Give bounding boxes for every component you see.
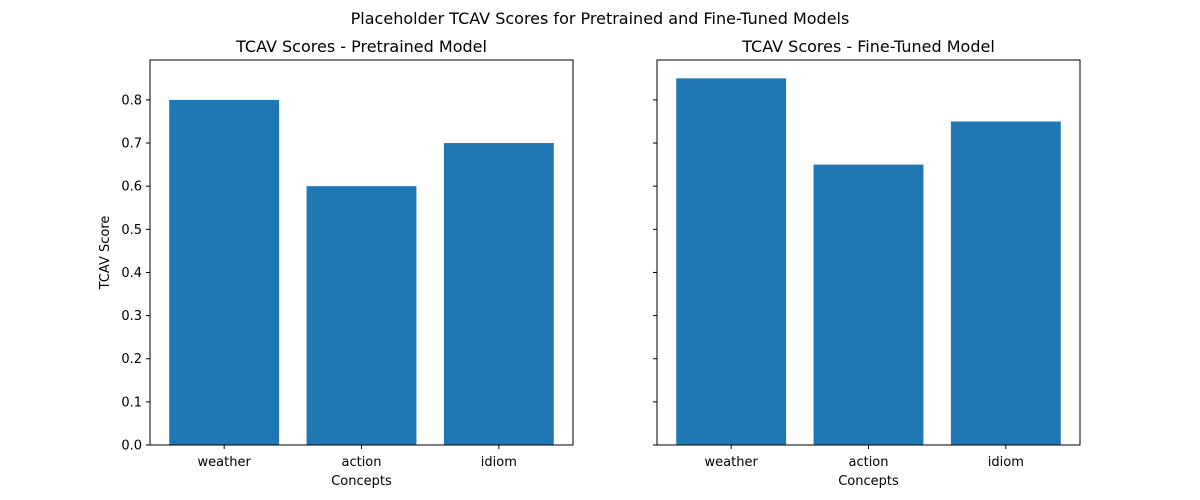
y-tick-label: 0.3 [121, 309, 142, 324]
y-axis-label-pretrained: TCAV Score [98, 216, 113, 291]
x-tick-label: weather [705, 455, 759, 470]
y-tick-label: 0.2 [121, 352, 142, 367]
axes-frame-pretrained [149, 59, 574, 446]
y-tick-label: 0.8 [121, 93, 142, 108]
y-tick-label: 0.1 [121, 395, 142, 410]
bar-pretrained-weather [169, 99, 280, 445]
bar-finetuned-idiom [950, 121, 1061, 446]
x-axis-label-pretrained: Concepts [331, 474, 392, 489]
x-axis-label-finetuned: Concepts [838, 474, 899, 489]
y-tick-label: 0.4 [121, 266, 142, 281]
x-tick-label: idiom [988, 455, 1024, 470]
x-axis-ticks-pretrained: weather action idiom [198, 445, 517, 470]
bar-pretrained-idiom [443, 143, 554, 445]
y-tick-label: 0.7 [121, 137, 142, 152]
bar-finetuned-weather [676, 78, 787, 445]
x-tick-label: idiom [481, 455, 517, 470]
axes-frame-finetuned [656, 59, 1081, 446]
x-axis-ticks-finetuned: weather action idiom [705, 445, 1024, 470]
y-axis-ticks-pretrained: 0.0 0.1 0.2 0.3 0.4 0.5 0.6 0.7 0.8 [121, 93, 150, 454]
y-tick-label: 0.5 [121, 223, 142, 238]
bar-pretrained-action [306, 186, 417, 446]
y-tick-label: 0.0 [121, 439, 142, 454]
bars-pretrained [169, 99, 554, 446]
x-tick-label: action [341, 455, 381, 470]
x-tick-label: weather [198, 455, 252, 470]
panel-title-finetuned: TCAV Scores - Fine-Tuned Model [741, 37, 995, 56]
panel-title-pretrained: TCAV Scores - Pretrained Model [235, 37, 487, 56]
bars-finetuned [676, 78, 1061, 446]
figure-suptitle: Placeholder TCAV Scores for Pretrained a… [351, 9, 850, 28]
y-axis-ticks-finetuned [653, 99, 657, 446]
panel-pretrained: TCAV Scores - Pretrained Model 0.0 0.1 0.2… [98, 37, 574, 489]
bar-finetuned-action [813, 164, 924, 445]
panel-finetuned: TCAV Scores - Fine-Tuned Model weather ac… [653, 37, 1081, 489]
x-tick-label: action [848, 455, 888, 470]
y-tick-label: 0.6 [121, 180, 142, 195]
